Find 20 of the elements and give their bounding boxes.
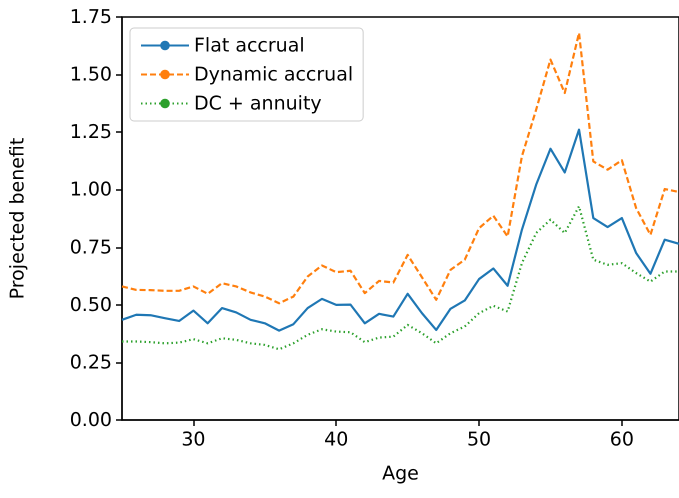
- x-tick-label: 50: [466, 428, 492, 450]
- y-tick-label: 1.25: [70, 121, 112, 144]
- y-tick-label: 0.00: [70, 409, 112, 431]
- line-series: [120, 32, 679, 304]
- x-tick-label: 60: [610, 428, 634, 450]
- legend-label: DC + annuity: [194, 92, 322, 114]
- y-tick-label: 0.75: [70, 236, 112, 258]
- y-tick-label: 1.75: [70, 6, 112, 28]
- x-tick-label: 40: [324, 428, 348, 450]
- y-tick-label: 1.00: [70, 178, 112, 201]
- line-series: [120, 205, 679, 350]
- y-axis-title: Projected benefit: [6, 138, 28, 300]
- y-tick-label: 0.25: [70, 351, 112, 374]
- legend-label: Dynamic accrual: [194, 64, 354, 86]
- line-series: [120, 128, 679, 332]
- x-tick-label: 30: [181, 428, 206, 450]
- y-tick-label: 0.50: [70, 294, 112, 316]
- y-tick-label: 1.50: [70, 64, 112, 86]
- x-axis-title: Age: [382, 462, 419, 484]
- legend-label: Flat accrual: [194, 34, 305, 56]
